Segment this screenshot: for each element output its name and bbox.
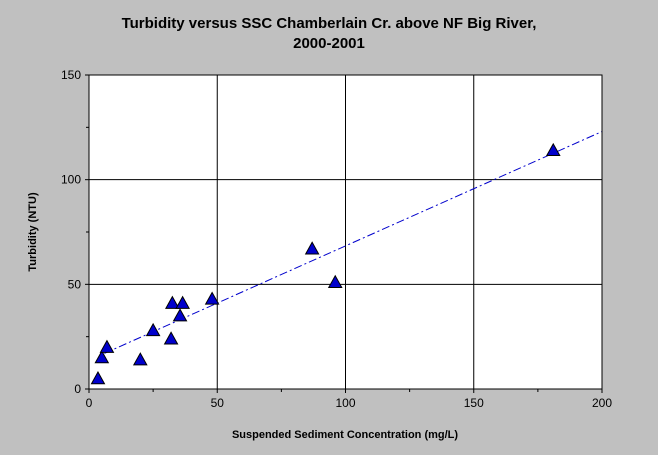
- x-tick-label: 50: [211, 396, 225, 410]
- axis-ticks: [85, 74, 603, 393]
- y-tick-label: 0: [74, 382, 81, 396]
- plot-frame: [88, 74, 603, 390]
- data-point: [304, 241, 320, 255]
- grid-lines: [89, 75, 602, 389]
- trendline: [104, 131, 603, 354]
- x-tick-label: 0: [86, 396, 93, 410]
- x-axis-title: Suspended Sediment Concentration (mg/L): [232, 429, 458, 441]
- tick-labels: 0 50 100 150 200 0 50 100 150: [61, 68, 612, 410]
- data-point: [172, 308, 188, 322]
- data-point: [145, 322, 161, 337]
- data-point: [99, 339, 115, 353]
- chart-title-line1: Turbidity versus SSC Chamberlain Cr. abo…: [121, 15, 537, 32]
- x-tick-label: 100: [335, 396, 355, 410]
- x-tick-label: 200: [592, 396, 612, 410]
- y-tick-label: 50: [68, 277, 82, 291]
- chart-title: Turbidity versus SSC Chamberlain Cr. abo…: [0, 14, 658, 54]
- y-tick-label: 100: [61, 173, 81, 187]
- data-point: [165, 295, 180, 309]
- trendline-layer: [104, 131, 603, 354]
- chart-title-line2: 2000-2001: [293, 35, 365, 52]
- data-points: [90, 142, 561, 385]
- data-point: [94, 350, 110, 364]
- y-axis-title: Turbidity (NTU): [27, 192, 39, 272]
- data-point: [132, 352, 148, 366]
- data-point: [327, 274, 343, 288]
- data-point: [163, 331, 179, 345]
- data-point: [175, 295, 190, 309]
- y-tick-label: 150: [61, 68, 81, 82]
- data-point: [545, 142, 561, 157]
- data-point: [204, 291, 220, 305]
- x-tick-label: 150: [464, 396, 484, 410]
- data-point: [90, 371, 106, 385]
